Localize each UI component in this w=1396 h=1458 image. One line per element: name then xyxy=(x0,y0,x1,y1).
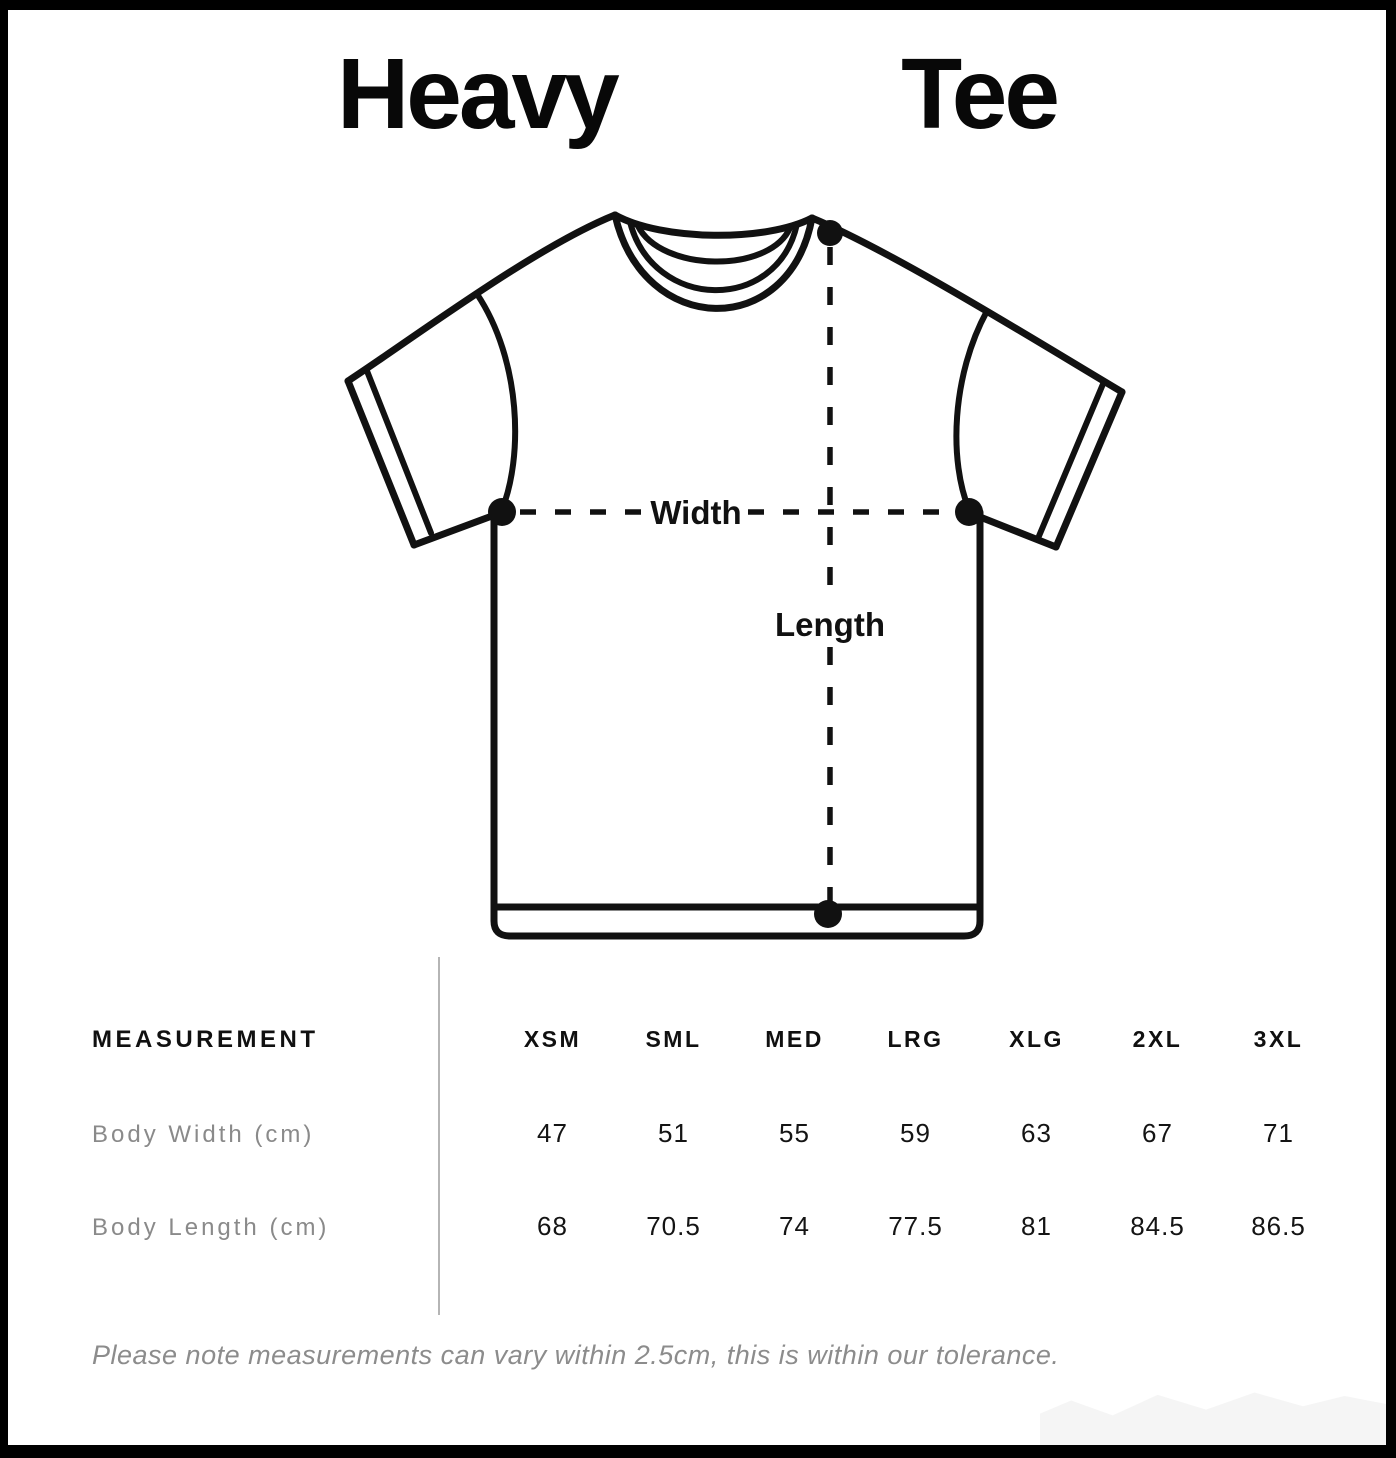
body-length-sml: 70.5 xyxy=(646,1211,701,1241)
size-header-lrg: LRG xyxy=(887,1026,944,1052)
body-length-xsm: 68 xyxy=(537,1211,568,1241)
page-title: Heavy Tee xyxy=(337,38,1060,150)
length-label: Length xyxy=(775,606,885,643)
body-length-xlg: 81 xyxy=(1021,1211,1052,1241)
hem-dot xyxy=(814,900,842,928)
title-word-right: Tee xyxy=(901,38,1060,150)
row-label-body-length: Body Length (cm) xyxy=(92,1214,330,1241)
size-header-2xl: 2XL xyxy=(1132,1026,1183,1052)
body-length-3xl: 86.5 xyxy=(1251,1211,1306,1241)
collar-outer-arc xyxy=(611,211,816,312)
body-length-2xl: 84.5 xyxy=(1130,1211,1185,1241)
size-header-med: MED xyxy=(765,1026,824,1052)
right-shoulder-line xyxy=(808,214,1126,396)
body-width-xlg: 63 xyxy=(1021,1118,1052,1148)
size-table-header-row: MEASUREMENT XSM SML MED LRG XLG 2XL 3XL xyxy=(92,1026,1339,1054)
body-length-row: Body Length (cm) 68 70.5 74 77.5 81 84.5… xyxy=(92,1211,1339,1242)
diagram-labels: Width Length xyxy=(650,494,885,643)
right-cuff-seam xyxy=(1036,381,1106,539)
left-armhole-seam xyxy=(474,291,519,515)
size-header-xlg: XLG xyxy=(1009,1026,1064,1052)
left-cuff-seam xyxy=(364,368,434,536)
measurement-dots xyxy=(488,220,983,928)
table-divider xyxy=(438,957,440,1315)
body-width-xsm: 47 xyxy=(537,1118,568,1148)
body-width-lrg: 59 xyxy=(900,1118,931,1148)
body-width-med: 55 xyxy=(779,1118,810,1148)
width-label: Width xyxy=(650,494,741,531)
measurement-lines xyxy=(520,247,952,903)
body-width-2xl: 67 xyxy=(1142,1118,1173,1148)
body-length-med: 74 xyxy=(779,1211,810,1241)
right-sleeve-underside xyxy=(966,509,1060,551)
left-sleeve-underside xyxy=(410,509,504,549)
body-outline xyxy=(490,508,984,940)
right-underarm-dot xyxy=(955,498,983,526)
measurement-header: MEASUREMENT xyxy=(92,1026,319,1053)
tolerance-note: Please note measurements can vary within… xyxy=(92,1340,1060,1370)
collar-back-neck-arc xyxy=(635,223,793,265)
right-cuff-edge xyxy=(1052,388,1126,551)
left-underarm-dot xyxy=(488,498,516,526)
size-header-xsm: XSM xyxy=(523,1026,582,1052)
title-word-left: Heavy xyxy=(337,38,620,150)
canvas-background xyxy=(8,10,1386,1445)
collar-top-edge xyxy=(611,211,816,239)
shoulder-dot xyxy=(817,220,843,246)
body-width-3xl: 71 xyxy=(1263,1118,1294,1148)
size-header-3xl: 3XL xyxy=(1253,1026,1304,1052)
row-label-body-width: Body Width (cm) xyxy=(92,1121,315,1148)
body-length-lrg: 77.5 xyxy=(888,1211,943,1241)
left-cuff-edge xyxy=(344,377,418,549)
body-width-row: Body Width (cm) 47 51 55 59 63 67 71 xyxy=(92,1118,1339,1149)
size-header-sml: SML xyxy=(645,1026,702,1052)
right-armhole-seam xyxy=(953,308,990,515)
tshirt-diagram: Width Length xyxy=(344,211,1126,940)
body-width-sml: 51 xyxy=(658,1118,689,1148)
collar-inner-arc xyxy=(627,219,800,294)
